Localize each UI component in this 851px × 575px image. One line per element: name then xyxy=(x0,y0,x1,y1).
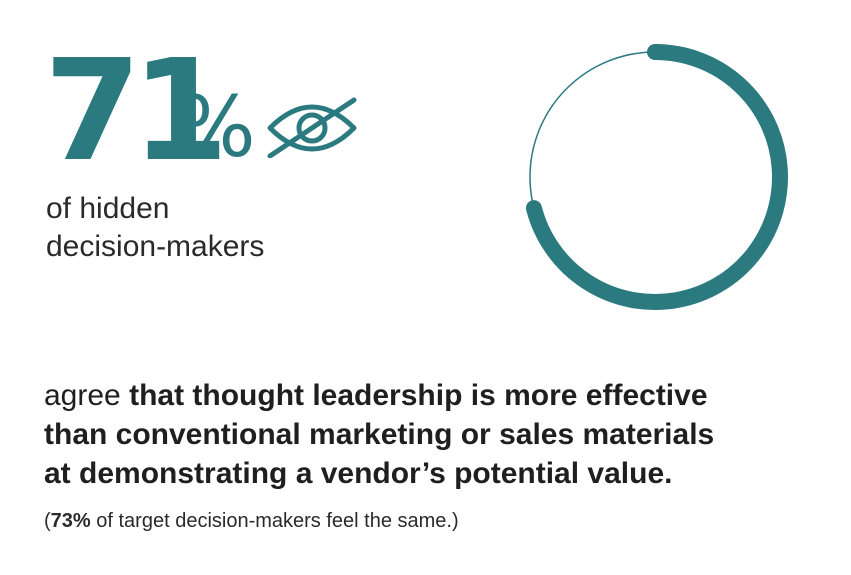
footnote-open: ( xyxy=(44,510,51,532)
footnote-value: 73% xyxy=(50,510,91,532)
statement-bold-1: that thought leadership is more effectiv… xyxy=(129,379,708,412)
footnote: (73% of target decision-makers feel the … xyxy=(44,508,459,534)
statement-bold-3: at demonstrating a vendor’s potential va… xyxy=(44,457,673,490)
statement-bold-2: than conventional marketing or sales mat… xyxy=(44,418,715,451)
progress-ring xyxy=(525,44,788,310)
stat-subtitle-line1: of hidden xyxy=(46,192,170,225)
eye-slash-icon xyxy=(267,97,357,158)
stat-subtitle: of hidden decision-makers xyxy=(46,190,264,266)
footnote-text: of target decision-makers feel the same.… xyxy=(90,510,459,532)
statement-lead: agree xyxy=(44,379,130,412)
stat-subtitle-line2: decision-makers xyxy=(46,230,265,263)
statement-line3: at demonstrating a vendor’s potential va… xyxy=(44,454,764,493)
statement-line1: agree that thought leadership is more ef… xyxy=(44,376,764,415)
stat-percent-sign: % xyxy=(176,78,256,176)
stat-number: 71 xyxy=(44,30,229,193)
statement-line2: than conventional marketing or sales mat… xyxy=(44,415,764,454)
ring-progress-arc xyxy=(525,44,788,310)
main-statement: agree that thought leadership is more ef… xyxy=(44,376,764,493)
